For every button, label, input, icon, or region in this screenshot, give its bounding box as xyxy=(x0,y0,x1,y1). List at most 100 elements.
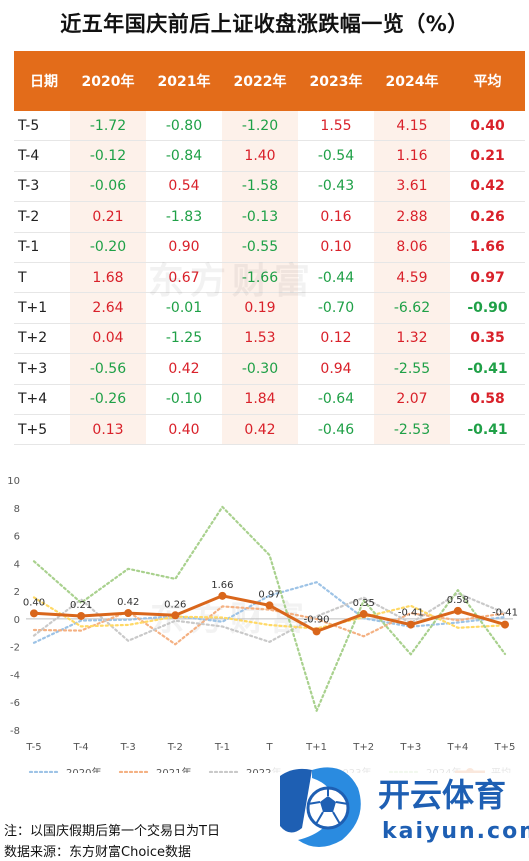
row-label: T-5 xyxy=(18,117,40,134)
table-row: T-5 -1.72 -0.80 -1.20 1.55 4.15 0.40 xyxy=(14,111,525,142)
header-2023: 2023年 xyxy=(309,74,363,90)
average-data-label: 0.40 xyxy=(23,597,45,608)
average-point xyxy=(30,609,38,618)
legend-label: 2020年 xyxy=(66,766,101,773)
value-cell: 0.90 xyxy=(168,239,200,256)
value-cell: 0.10 xyxy=(320,239,352,256)
value-cell: -0.70 xyxy=(317,300,355,317)
y-tick-label: 8 xyxy=(14,504,20,515)
table-row: T+1 2.64 -0.01 0.19 -0.70 -6.62 -0.90 xyxy=(14,293,525,324)
row-label: T+4 xyxy=(18,391,48,408)
table-row: T+5 0.13 0.40 0.42 -0.46 -2.53 -0.41 xyxy=(14,414,525,446)
average-data-label: 0.97 xyxy=(258,589,280,600)
logo-url: kaiyun.com xyxy=(382,819,529,844)
average-point xyxy=(406,620,415,629)
average-point xyxy=(218,591,227,600)
header-2022: 2022年 xyxy=(233,74,287,90)
series-line-4 xyxy=(32,505,507,712)
x-tick-label: T xyxy=(265,742,273,753)
x-tick-label: T-1 xyxy=(214,742,230,753)
value-cell: 4.15 xyxy=(374,111,450,141)
x-tick-label: T+4 xyxy=(446,742,468,753)
row-label: T-3 xyxy=(18,178,40,195)
logo-name: 开云体育 xyxy=(378,776,506,814)
average-point xyxy=(77,611,86,620)
average-cell: 1.66 xyxy=(470,239,505,256)
row-label: T-2 xyxy=(18,208,40,225)
row-label: T xyxy=(18,269,27,286)
value-cell: -0.10 xyxy=(165,391,203,408)
average-cell: 0.40 xyxy=(470,117,505,134)
average-data-label: 0.26 xyxy=(164,599,186,610)
average-cell: -0.41 xyxy=(467,421,508,438)
series-line-1 xyxy=(32,605,507,646)
footnote: 注：以国庆假期后第一个交易日为T日 xyxy=(4,824,220,839)
value-cell: -0.01 xyxy=(165,300,203,317)
value-cell: -1.20 xyxy=(222,111,298,141)
value-cell: 0.04 xyxy=(70,323,146,354)
header-average: 平均 xyxy=(473,74,502,90)
y-tick-label: -4 xyxy=(10,670,20,681)
series-line-0 xyxy=(32,581,507,644)
value-cell: 0.19 xyxy=(222,293,298,323)
x-tick-label: T+1 xyxy=(305,742,327,753)
value-cell: 0.40 xyxy=(168,421,200,438)
average-cell: 0.58 xyxy=(470,391,505,408)
value-cell: 4.59 xyxy=(374,262,450,293)
value-cell: -0.64 xyxy=(317,391,355,408)
value-cell: 0.42 xyxy=(222,414,298,445)
header-2021: 2021年 xyxy=(157,74,211,90)
legend-label: 2022年 xyxy=(246,766,281,773)
value-cell: 0.42 xyxy=(168,360,200,377)
value-cell: 0.94 xyxy=(320,360,352,377)
average-point xyxy=(171,611,180,620)
value-cell: -0.20 xyxy=(70,232,146,262)
value-cell: 3.61 xyxy=(374,171,450,202)
average-data-label: 0.58 xyxy=(447,595,469,606)
y-tick-label: 4 xyxy=(14,559,20,570)
x-tick-label: T+5 xyxy=(494,742,516,753)
table-body: T-5 -1.72 -0.80 -1.20 1.55 4.15 0.40 T-4 -0.12 -0… xyxy=(14,111,525,446)
table-row: T-3 -0.06 0.54 -1.58 -0.43 3.61 0.42 xyxy=(14,171,525,203)
y-tick-label: 10 xyxy=(7,476,20,487)
table-row: T+2 0.04 -1.25 1.53 0.12 1.32 0.35 xyxy=(14,323,525,355)
y-tick-label: -6 xyxy=(10,698,20,709)
table-row: T 1.68 0.67 -1.66 -0.44 4.59 0.97 xyxy=(14,262,525,294)
value-cell: -6.62 xyxy=(374,293,450,323)
value-cell: 2.88 xyxy=(374,202,450,232)
average-point xyxy=(453,606,462,615)
value-cell: -0.06 xyxy=(70,171,146,202)
value-cell: 1.40 xyxy=(222,141,298,171)
row-label: T+2 xyxy=(18,330,48,347)
value-cell: -1.83 xyxy=(165,208,203,225)
y-tick-label: -2 xyxy=(10,643,20,654)
x-tick-label: T-4 xyxy=(73,742,89,753)
average-data-label: 0.42 xyxy=(117,597,139,608)
y-tick-label: 6 xyxy=(14,532,20,543)
row-label: T-1 xyxy=(18,239,40,256)
average-cell: 0.26 xyxy=(470,208,505,225)
average-cell: -0.41 xyxy=(467,360,508,377)
value-cell: -0.46 xyxy=(317,421,355,438)
average-data-label: -0.41 xyxy=(492,608,518,619)
value-cell: -2.53 xyxy=(374,414,450,445)
value-cell: -0.84 xyxy=(165,148,203,165)
table-header: 日期 2020年 2021年 2022年 2023年 2024年 平均 xyxy=(14,51,525,111)
value-cell: 1.84 xyxy=(222,384,298,414)
value-cell: 2.07 xyxy=(374,384,450,414)
page-title: 近五年国庆前后上证收盘涨跌幅一览（%） xyxy=(60,12,469,36)
value-cell: -0.12 xyxy=(70,141,146,171)
average-point xyxy=(265,601,274,610)
x-tick-label: T+3 xyxy=(399,742,421,753)
source-note: 数据来源：东方财富Choice数据 xyxy=(4,845,192,860)
average-cell: 0.97 xyxy=(470,269,505,286)
header-2020: 2020年 xyxy=(81,74,135,90)
average-data-label: 0.35 xyxy=(353,598,375,609)
row-label: T-4 xyxy=(18,148,40,165)
value-cell: -0.13 xyxy=(222,202,298,232)
value-cell: 2.64 xyxy=(70,293,146,323)
value-cell: 0.21 xyxy=(70,202,146,232)
table-row: T-2 0.21 -1.83 -0.13 0.16 2.88 0.26 xyxy=(14,202,525,233)
value-cell: -0.55 xyxy=(222,232,298,262)
